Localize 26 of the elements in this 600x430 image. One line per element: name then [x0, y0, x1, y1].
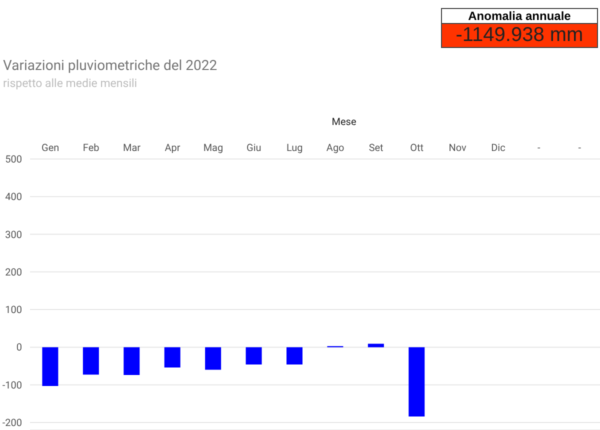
y-tick-label: 300 — [5, 230, 22, 241]
chart-title: Variazioni pluviometriche del 2022 — [3, 58, 218, 74]
y-tick-label: 400 — [5, 192, 22, 204]
x-tick-label: - — [578, 143, 582, 154]
x-tick-label: Ott — [410, 143, 424, 154]
x-tick-label: - — [538, 143, 541, 154]
x-tick-label: Dic — [491, 143, 506, 154]
y-tick-label: 200 — [5, 267, 22, 278]
x-tick-label: Giu — [246, 143, 262, 154]
y-tick-label: -200 — [2, 418, 22, 430]
x-tick-label: Apr — [164, 143, 181, 154]
y-tick-label: -100 — [2, 380, 22, 392]
x-tick-label: Ago — [326, 143, 345, 154]
summary-card: Anomalia annuale -1149.938 mm — [441, 8, 598, 48]
x-tick-label: Gen — [42, 143, 60, 154]
x-tick-label: Feb — [82, 143, 100, 154]
chart-subtitle: rispetto alle medie mensili — [3, 76, 138, 90]
y-tick-label: 0 — [16, 342, 22, 354]
x-axis-title: Mese — [330, 117, 358, 128]
x-tick-label: Mar — [123, 143, 142, 154]
x-tick-label: Lug — [286, 143, 303, 154]
y-tick-label: 500 — [5, 154, 22, 166]
x-tick-label: Mag — [203, 143, 224, 154]
x-tick-label: Set — [368, 143, 384, 154]
x-tick-label: Nov — [448, 143, 466, 154]
y-tick-label: 100 — [5, 305, 22, 316]
